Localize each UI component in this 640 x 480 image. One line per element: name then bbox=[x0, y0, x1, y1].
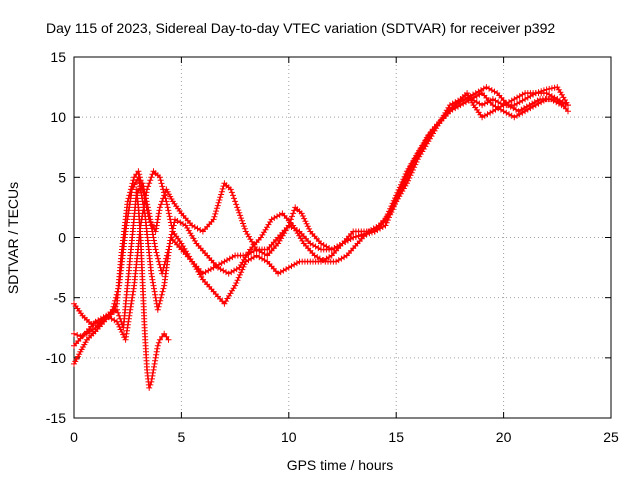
y-tick-label: 0 bbox=[58, 230, 66, 246]
chart-title: Day 115 of 2023, Sidereal Day-to-day VTE… bbox=[46, 20, 555, 36]
x-tick-label: 0 bbox=[70, 429, 78, 445]
y-tick-label: -5 bbox=[54, 290, 67, 306]
x-tick-label: 25 bbox=[603, 429, 619, 445]
y-tick-label: 15 bbox=[50, 49, 66, 65]
tick-layer: 0 5 10 15 20 25 -15 -10 -5 0 5 10 15 bbox=[46, 49, 619, 445]
y-tick-label: -10 bbox=[46, 350, 66, 366]
x-tick-label: 5 bbox=[178, 429, 186, 445]
x-tick-label: 20 bbox=[496, 429, 512, 445]
y-tick-label: 5 bbox=[58, 169, 66, 185]
x-tick-label: 10 bbox=[281, 429, 297, 445]
x-tick-label: 15 bbox=[388, 429, 404, 445]
y-tick-label: 10 bbox=[50, 109, 66, 125]
grid-layer bbox=[74, 57, 611, 418]
y-tick-label: -15 bbox=[46, 410, 66, 426]
series-track-5 bbox=[133, 186, 172, 391]
series-markers bbox=[133, 186, 172, 391]
y-axis-title: SDTVAR / TECUs bbox=[5, 182, 21, 294]
x-axis-title: GPS time / hours bbox=[287, 457, 394, 473]
series-layer bbox=[71, 84, 571, 391]
